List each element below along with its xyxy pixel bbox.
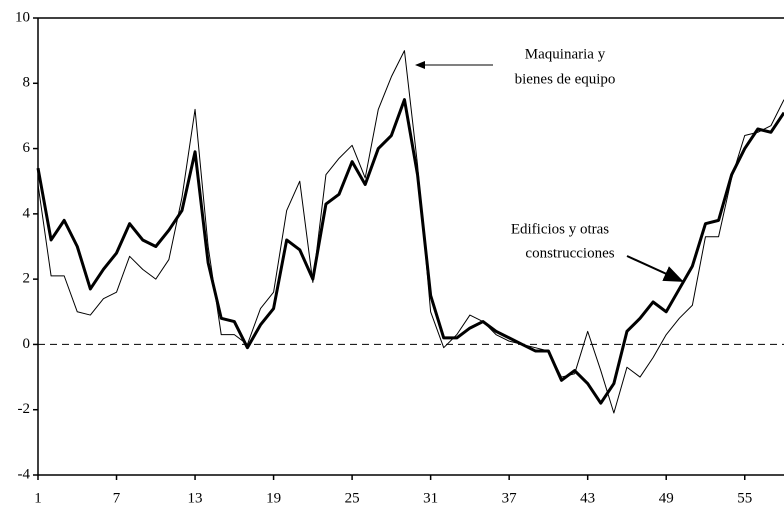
y-tick-label: 10 [15,9,30,25]
y-tick-label: 0 [23,336,31,352]
y-tick-label: 8 [23,75,31,91]
x-tick-label: 1 [34,490,42,506]
x-tick-label: 13 [188,490,203,506]
y-tick-label: -2 [18,401,31,417]
y-tick-label: 6 [23,140,31,156]
y-tick-label: -4 [18,466,31,482]
arrow [626,255,684,282]
x-tick-label: 31 [423,490,438,506]
annotation: bienes de equipo [515,71,616,87]
x-tick-label: 37 [502,490,518,506]
annotation: Edificios y otras [511,221,609,237]
x-tick-label: 55 [737,490,752,506]
x-tick-label: 25 [345,490,360,506]
x-tick-label: 7 [113,490,121,506]
x-tick-label: 19 [266,490,281,506]
annotation: construcciones [525,245,614,261]
series-line [36,98,784,405]
annotation: Maquinaria y [525,46,606,62]
y-tick-label: 2 [23,271,31,287]
series-line [37,50,784,414]
x-tick-label: 43 [580,490,595,506]
y-tick-label: 4 [23,205,31,221]
x-tick-label: 49 [659,490,674,506]
